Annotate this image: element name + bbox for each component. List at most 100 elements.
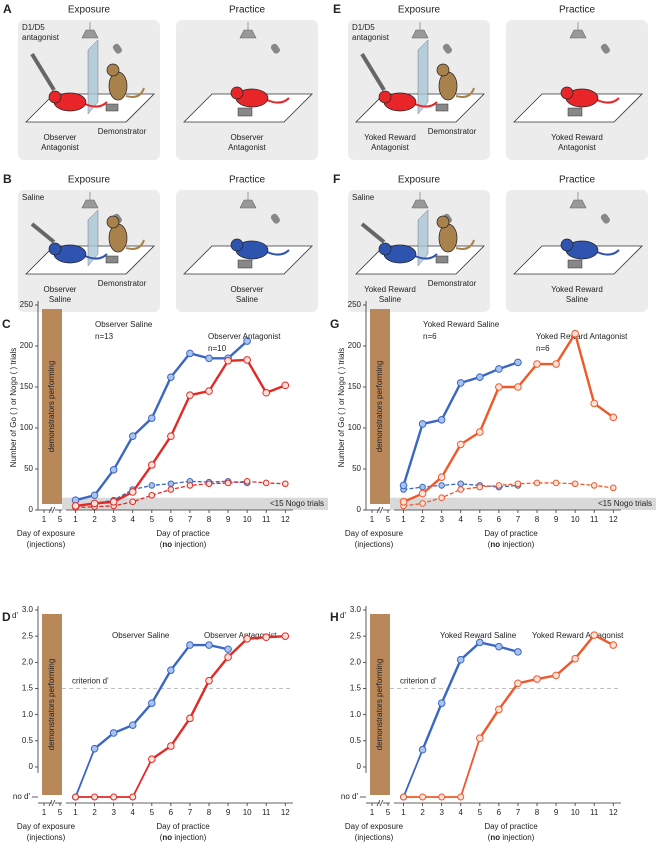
demonstrator-label: Demonstrator bbox=[428, 127, 477, 136]
drug-label: antagonist bbox=[352, 33, 390, 42]
x-axis-label-part: injection) bbox=[172, 540, 207, 549]
rat-head bbox=[378, 90, 392, 104]
go-marker bbox=[281, 632, 290, 640]
go-marker bbox=[205, 387, 213, 395]
x-tick-label: 5 bbox=[150, 515, 155, 524]
panel-letter: E bbox=[333, 2, 341, 16]
lamp bbox=[411, 22, 429, 39]
tube bbox=[112, 43, 122, 54]
x-tick-label: 5 bbox=[150, 808, 155, 817]
panel-title: Practice bbox=[229, 175, 266, 186]
go-marker bbox=[514, 648, 522, 656]
panel-letter: A bbox=[3, 2, 12, 16]
x-tick-label: 8 bbox=[207, 808, 212, 817]
go-marker bbox=[609, 413, 618, 422]
criterion-label: criterion d' bbox=[400, 677, 437, 686]
nogo-marker bbox=[129, 498, 137, 506]
go-marker bbox=[418, 489, 427, 498]
x-tick-label: 1 bbox=[370, 808, 375, 817]
demonstrator-label: Demonstrator bbox=[428, 279, 477, 288]
go-marker bbox=[495, 365, 503, 373]
y-tick-label: 1.0 bbox=[22, 710, 34, 719]
x-tick-label: 10 bbox=[571, 808, 580, 817]
y-tick-label: 3.0 bbox=[22, 605, 34, 614]
x-axis-label-part: injection) bbox=[500, 540, 535, 549]
x-tick-label: 1 bbox=[401, 515, 406, 524]
threshold-band bbox=[62, 497, 328, 510]
y-tick-label: 0 bbox=[29, 505, 34, 514]
tube bbox=[270, 43, 280, 54]
go-marker bbox=[456, 379, 465, 387]
lever bbox=[237, 259, 253, 269]
lever bbox=[105, 255, 119, 264]
go-marker bbox=[205, 676, 213, 685]
x-tick-label: 7 bbox=[516, 515, 521, 524]
nogo-marker bbox=[243, 478, 251, 485]
nogo-marker bbox=[148, 482, 156, 489]
go-line bbox=[75, 340, 248, 502]
nogo-marker bbox=[457, 480, 465, 488]
x-axis-label: (injections) bbox=[355, 540, 394, 549]
nogo-marker bbox=[148, 491, 156, 499]
x-axis-label-part: ( bbox=[488, 833, 491, 842]
x-tick-label: 6 bbox=[169, 808, 174, 817]
nogo-marker bbox=[590, 482, 598, 489]
axis-break bbox=[376, 799, 384, 807]
x-tick-label: 1 bbox=[42, 808, 47, 817]
x-tick-label: 1 bbox=[73, 808, 78, 817]
tail bbox=[125, 87, 145, 98]
x-axis-label: (injections) bbox=[27, 540, 66, 549]
observer-label: Antagonist bbox=[558, 143, 597, 152]
y-axis-label: d' bbox=[12, 611, 18, 620]
go-line bbox=[151, 634, 286, 761]
demonstrator-label: Demonstrator bbox=[98, 279, 147, 288]
observer-label: Yoked Reward bbox=[551, 285, 603, 294]
y-tick-label: 1.5 bbox=[22, 684, 34, 693]
x-tick-label: 9 bbox=[226, 515, 231, 524]
go-marker bbox=[90, 744, 99, 753]
bar-label: demonstrators performing bbox=[375, 361, 384, 453]
go-line bbox=[75, 358, 286, 508]
x-tick-label: 1 bbox=[401, 808, 406, 817]
no-d-marker bbox=[457, 793, 465, 801]
legend-label: Observer Antagonist bbox=[208, 332, 281, 341]
tail bbox=[414, 101, 438, 108]
observer-label: Observer bbox=[231, 133, 264, 142]
go-marker bbox=[590, 631, 599, 639]
panel-title: Exposure bbox=[398, 5, 441, 16]
y-axis-label: Number of Go ( ) or Nogo ( ) trials bbox=[337, 348, 346, 468]
go-marker bbox=[148, 461, 156, 469]
nogo-marker bbox=[419, 500, 426, 507]
go-marker bbox=[262, 633, 271, 642]
legend-label: Yoked Reward Saline bbox=[440, 631, 517, 640]
tail bbox=[84, 253, 108, 260]
x-axis-label: (injections) bbox=[27, 833, 66, 842]
drug-label: antagonist bbox=[22, 33, 60, 42]
x-tick-label: 8 bbox=[207, 515, 212, 524]
go-marker bbox=[71, 502, 80, 510]
go-marker bbox=[243, 337, 251, 345]
no-d-marker bbox=[129, 793, 137, 801]
y-tick-label: 0.5 bbox=[350, 736, 362, 745]
go-line bbox=[421, 641, 519, 751]
no-d-line bbox=[75, 758, 153, 798]
threshold-label: <15 Nogo trials bbox=[598, 499, 652, 508]
lever bbox=[567, 107, 583, 117]
nogo-line bbox=[75, 480, 248, 507]
go-marker bbox=[476, 373, 484, 381]
lamp bbox=[411, 192, 429, 209]
tail bbox=[125, 239, 145, 250]
go-marker bbox=[456, 440, 465, 449]
x-tick-label: 4 bbox=[131, 808, 136, 817]
panel-letter: G bbox=[330, 317, 339, 331]
drug-label: Saline bbox=[22, 193, 45, 202]
go-marker bbox=[514, 358, 522, 367]
go-marker bbox=[437, 416, 446, 424]
tail bbox=[414, 253, 438, 260]
go-marker bbox=[224, 653, 232, 661]
no-d-marker bbox=[400, 793, 408, 801]
nogo-marker bbox=[167, 486, 175, 493]
bar-label: demonstrators performing bbox=[47, 361, 56, 453]
y-tick-label: 0 bbox=[357, 762, 362, 771]
x-axis-label-part: injection) bbox=[500, 833, 535, 842]
